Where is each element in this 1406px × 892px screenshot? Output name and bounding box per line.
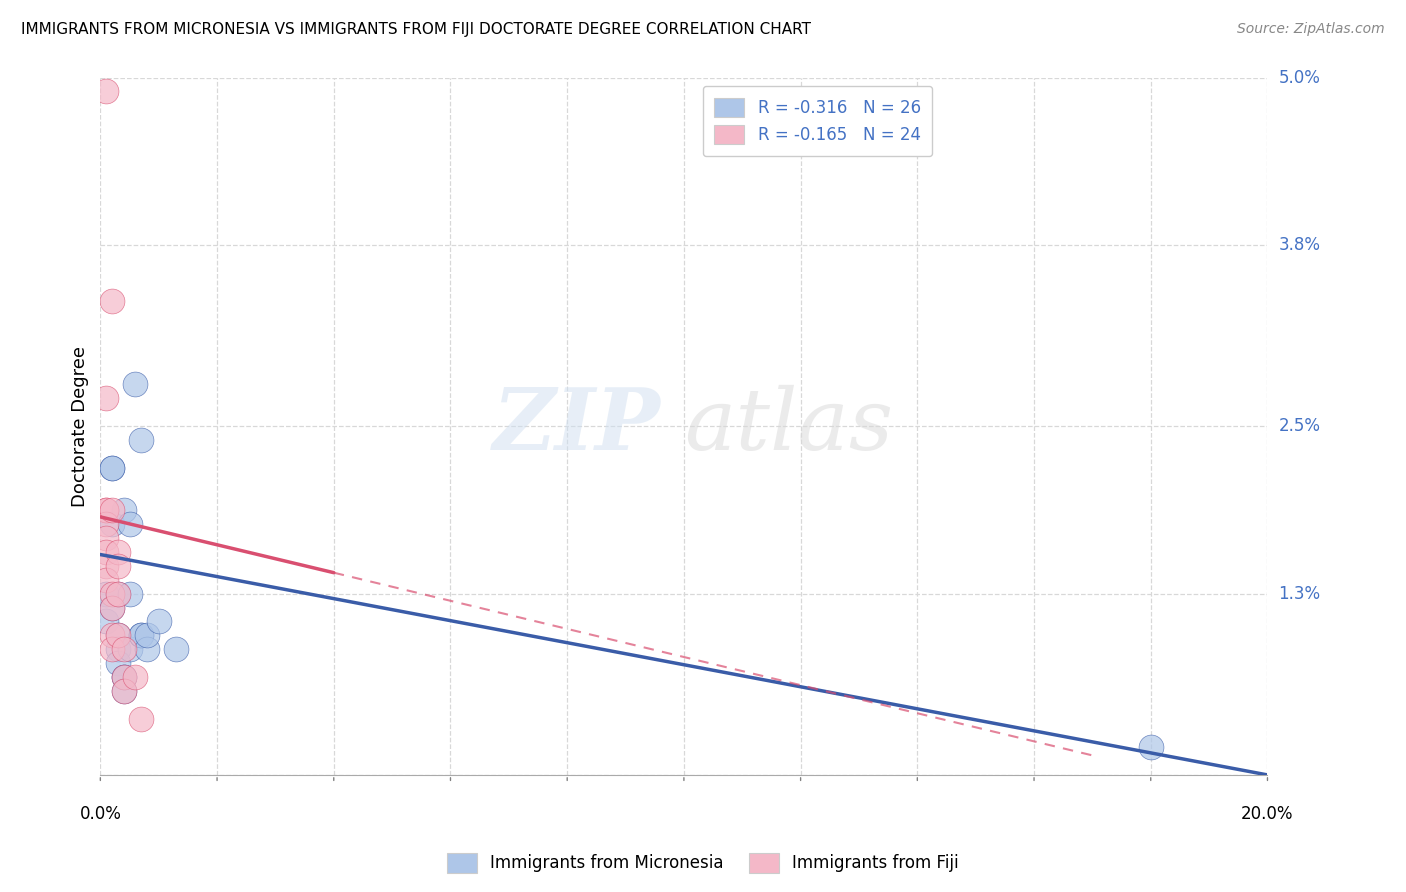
Point	[118, 516, 141, 531]
Point	[101, 503, 124, 517]
Point	[107, 628, 129, 642]
Text: 2.5%: 2.5%	[1278, 417, 1320, 435]
Text: atlas: atlas	[683, 384, 893, 467]
Point	[112, 670, 135, 684]
Point	[112, 684, 135, 698]
Point	[101, 642, 124, 657]
Text: 3.8%: 3.8%	[1278, 235, 1320, 254]
Point	[107, 586, 129, 600]
Point	[96, 545, 118, 559]
Text: IMMIGRANTS FROM MICRONESIA VS IMMIGRANTS FROM FIJI DOCTORATE DEGREE CORRELATION : IMMIGRANTS FROM MICRONESIA VS IMMIGRANTS…	[21, 22, 811, 37]
Point	[96, 573, 118, 587]
Point	[101, 516, 124, 531]
Text: ZIP: ZIP	[492, 384, 661, 468]
Point	[1139, 739, 1161, 754]
Legend: R = -0.316   N = 26, R = -0.165   N = 24: R = -0.316 N = 26, R = -0.165 N = 24	[703, 86, 932, 156]
Text: 0.0%: 0.0%	[79, 805, 121, 823]
Point	[118, 586, 141, 600]
Point	[96, 558, 118, 573]
Point	[112, 684, 135, 698]
Point	[124, 377, 146, 392]
Text: 5.0%: 5.0%	[1278, 69, 1320, 87]
Point	[148, 615, 170, 629]
Point	[96, 615, 118, 629]
Point	[96, 503, 118, 517]
Point	[96, 85, 118, 99]
Text: 20.0%: 20.0%	[1241, 805, 1294, 823]
Point	[101, 600, 124, 615]
Point	[118, 642, 141, 657]
Y-axis label: Doctorate Degree: Doctorate Degree	[72, 346, 89, 507]
Point	[101, 586, 124, 600]
Point	[129, 433, 152, 447]
Point	[107, 628, 129, 642]
Point	[107, 657, 129, 671]
Point	[107, 642, 129, 657]
Point	[112, 670, 135, 684]
Point	[136, 642, 159, 657]
Point	[136, 628, 159, 642]
Point	[129, 628, 152, 642]
Point	[112, 503, 135, 517]
Point	[124, 670, 146, 684]
Text: Source: ZipAtlas.com: Source: ZipAtlas.com	[1237, 22, 1385, 37]
Point	[112, 670, 135, 684]
Point	[112, 642, 135, 657]
Point	[96, 586, 118, 600]
Point	[101, 293, 124, 308]
Point	[107, 586, 129, 600]
Point	[107, 545, 129, 559]
Point	[96, 516, 118, 531]
Point	[165, 642, 187, 657]
Legend: Immigrants from Micronesia, Immigrants from Fiji: Immigrants from Micronesia, Immigrants f…	[440, 847, 966, 880]
Text: 1.3%: 1.3%	[1278, 584, 1320, 603]
Point	[101, 461, 124, 475]
Point	[107, 558, 129, 573]
Point	[129, 628, 152, 642]
Point	[129, 712, 152, 726]
Point	[96, 531, 118, 545]
Point	[101, 461, 124, 475]
Point	[101, 628, 124, 642]
Point	[96, 392, 118, 406]
Point	[96, 503, 118, 517]
Point	[101, 600, 124, 615]
